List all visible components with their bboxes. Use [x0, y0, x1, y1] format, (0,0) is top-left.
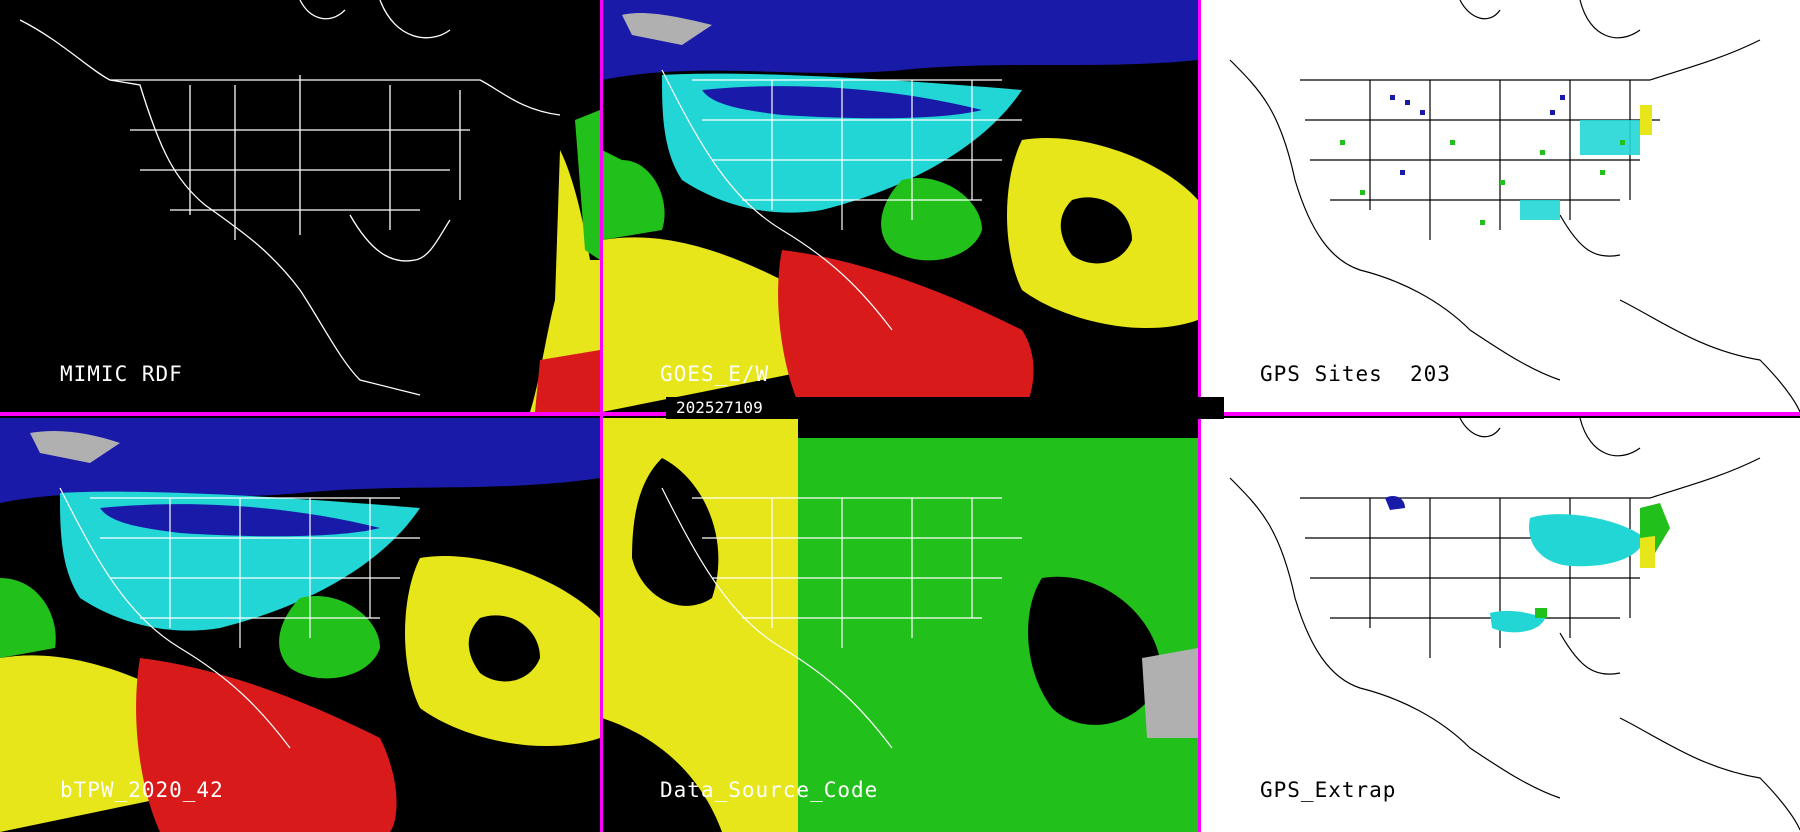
- mimic-rdf-map: [19, 0, 600, 412]
- panel-label: GPS Sites: [1260, 362, 1383, 386]
- panel-btpw: bTPW_2020_42: [0, 418, 600, 832]
- gps-extrap-map: [1229, 418, 1800, 831]
- gps-sites-map: [1229, 0, 1800, 412]
- timestamp-bar: 202527109: [666, 397, 1224, 419]
- panel-gps-sites: GPS Sites 203: [1200, 0, 1800, 412]
- gps-site-count: 203: [1410, 362, 1451, 386]
- panel-gps-extrap: GPS_Extrap: [1200, 418, 1800, 832]
- panel-mimic-rdf: MIMIC RDF: [0, 0, 600, 412]
- divider-vertical-left: [600, 0, 603, 832]
- panel-label: Data_Source_Code: [660, 778, 879, 802]
- panel-label: bTPW_2020_42: [60, 778, 224, 802]
- panel-label: MIMIC RDF: [60, 362, 183, 386]
- timestamp: 202527109: [676, 398, 763, 417]
- panel-label: GPS_Extrap: [1260, 778, 1397, 802]
- btpw-map: [0, 418, 600, 832]
- panel-label: GOES_E/W: [660, 362, 770, 386]
- goes-map: [602, 0, 1198, 412]
- data-source-code-map: [602, 418, 1198, 832]
- panel-data-source-code: Data_Source_Code: [602, 418, 1198, 832]
- panel-goes: GOES_E/W: [602, 0, 1198, 412]
